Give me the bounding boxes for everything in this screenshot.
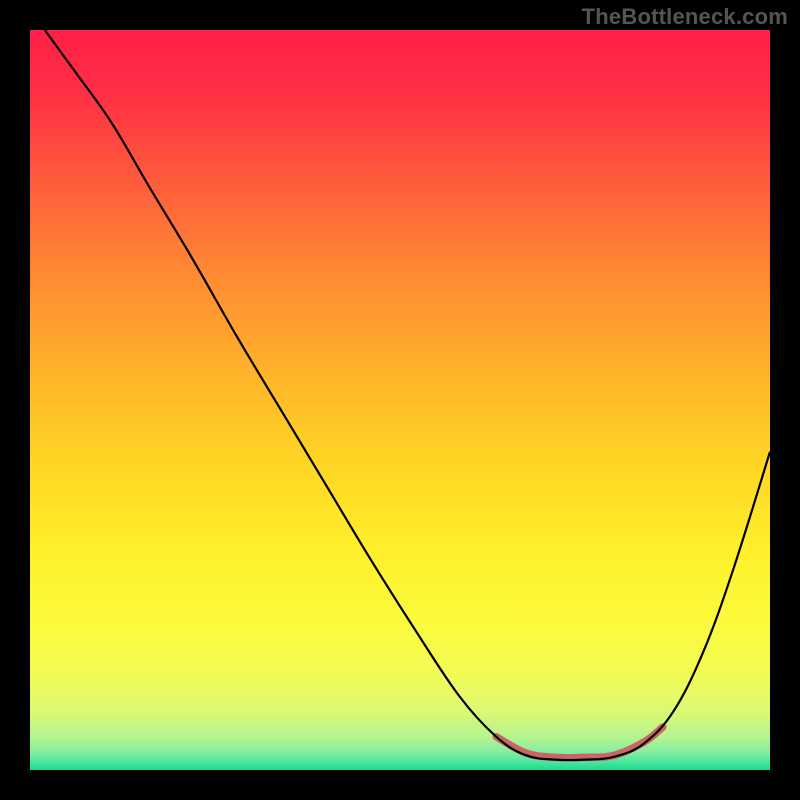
watermark-text: TheBottleneck.com xyxy=(582,4,788,30)
plot-area xyxy=(30,30,770,770)
bottleneck-curve xyxy=(45,30,770,760)
chart-frame: TheBottleneck.com xyxy=(0,0,800,800)
curve-layer xyxy=(30,30,770,770)
